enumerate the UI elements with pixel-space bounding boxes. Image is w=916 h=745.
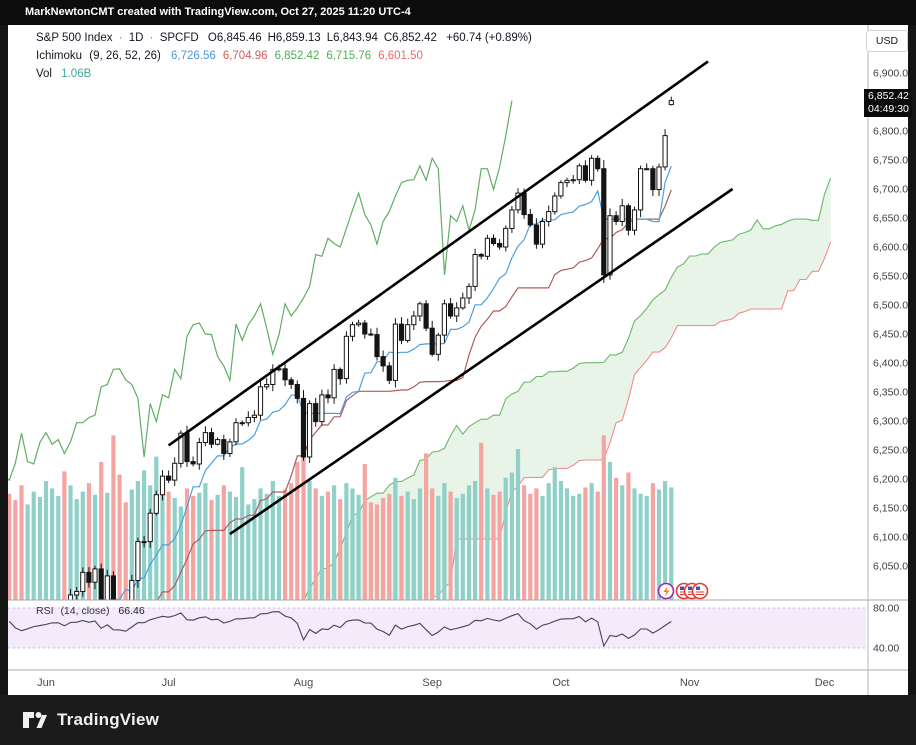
svg-text:Jul: Jul [162, 677, 176, 689]
ichimoku-params: (9, 26, 52, 26) [89, 50, 161, 62]
svg-text:Jun: Jun [37, 677, 55, 689]
svg-text:6,500.00: 6,500.00 [873, 300, 908, 312]
flag-event-icons[interactable] [675, 582, 709, 600]
svg-text:6,200.00: 6,200.00 [873, 474, 908, 486]
ohlc-item: L6,843.94 [326, 32, 378, 44]
ichimoku-value: 6,726.56 [171, 50, 216, 62]
svg-text:Nov: Nov [680, 677, 700, 689]
ichimoku-value: 6,704.96 [222, 50, 268, 62]
svg-text:6,300.00: 6,300.00 [873, 416, 908, 428]
ichimoku-value: 6,852.42 [274, 50, 320, 62]
svg-text:80.00: 80.00 [873, 603, 899, 615]
svg-text:Oct: Oct [552, 677, 569, 689]
ichimoku-value: 6,601.50 [378, 50, 423, 62]
lightning-event-icon[interactable] [657, 582, 675, 600]
svg-text:Sep: Sep [422, 677, 442, 689]
bar-countdown: 04:49:30 [868, 103, 909, 115]
chart-legend: S&P 500 Index · 1D · SPCFD O6,845.46 H6,8… [36, 29, 532, 83]
ohlc-item: O6,845.46 [207, 32, 262, 44]
volume-value: 1.06B [61, 68, 92, 80]
rsi-params: (14, close) [60, 605, 110, 617]
data-feed: SPCFD [159, 32, 199, 44]
svg-text:6,250.00: 6,250.00 [873, 445, 908, 457]
currency-toggle-button[interactable]: USD [866, 30, 908, 52]
volume-label: Vol [36, 68, 52, 80]
price-axis[interactable]: 6,900.00 6,800.00 6,750.00 6,700.00 6,650.00… [873, 68, 908, 655]
ichimoku-label: Ichimoku [36, 50, 83, 62]
rsi-label: RSI [36, 605, 54, 617]
svg-text:40.00: 40.00 [873, 643, 899, 655]
svg-text:6,900.00: 6,900.00 [873, 68, 908, 80]
candlesticks [67, 96, 674, 600]
volume-legend-row[interactable]: Vol 1.06B [36, 65, 532, 83]
ichimoku-value: 6,715.76 [326, 50, 372, 62]
ohlc-item: H6,859.13 [267, 32, 321, 44]
kijun-line [156, 189, 672, 600]
rsi-legend-row[interactable]: RSI (14, close) 66.46 [36, 605, 145, 617]
rsi-line [8, 611, 672, 648]
svg-text:6,700.00: 6,700.00 [873, 184, 908, 196]
price-pane[interactable] [8, 60, 832, 695]
ohlc-item: C6,852.42 [383, 32, 437, 44]
change-value: +60.74 (+0.89%) [446, 32, 532, 44]
symbol-name: S&P 500 Index [36, 32, 113, 44]
footer-bar: TradingView [0, 695, 916, 745]
svg-text:Aug: Aug [294, 677, 314, 689]
svg-text:6,050.00: 6,050.00 [873, 561, 908, 573]
ichimoku-cloud [304, 178, 831, 600]
rsi-value: 66.46 [118, 605, 145, 617]
tradingview-logo[interactable]: TradingView [22, 708, 159, 732]
timeframe[interactable]: 1D [128, 32, 144, 44]
tradingview-logo-icon [23, 712, 47, 728]
ichimoku-values: 6,726.56 6,704.96 6,852.42 6,715.76 6,601.50 [164, 50, 423, 62]
last-price-badge: 6,852.42 04:49:30 [864, 89, 912, 117]
volume-bars [8, 435, 674, 600]
senkou-span-a-line [303, 177, 832, 600]
svg-text:Dec: Dec [815, 677, 835, 689]
svg-text:6,350.00: 6,350.00 [873, 387, 908, 399]
channel-upper-trendline [167, 60, 709, 447]
svg-text:6,550.00: 6,550.00 [873, 271, 908, 283]
chikou-line [8, 100, 513, 482]
rsi-pane[interactable] [8, 607, 866, 649]
svg-text:6,800.00: 6,800.00 [873, 126, 908, 138]
chart-area[interactable]: 6,900.00 6,800.00 6,750.00 6,700.00 6,650.00… [8, 25, 912, 695]
senkou-span-b-line [429, 241, 832, 600]
main-chart-svg[interactable]: 6,900.00 6,800.00 6,750.00 6,700.00 6,650.00… [8, 25, 908, 695]
ohlc-values: O6,845.46 H6,859.13 L6,843.94 C6,852.42 [202, 32, 437, 44]
svg-text:6,400.00: 6,400.00 [873, 358, 908, 370]
snapshot-title-bar: MarkNewtonCMT created with TradingView.c… [0, 0, 916, 25]
svg-text:6,650.00: 6,650.00 [873, 213, 908, 225]
svg-text:6,450.00: 6,450.00 [873, 329, 908, 341]
svg-text:6,600.00: 6,600.00 [873, 242, 908, 254]
time-axis[interactable]: Jun Jul Aug Sep Oct Nov Dec [37, 677, 835, 689]
tradingview-wordmark: TradingView [57, 710, 160, 729]
channel-lower-trendline [229, 187, 734, 536]
snapshot-title-text: MarkNewtonCMT created with TradingView.c… [25, 6, 411, 18]
svg-text:6,100.00: 6,100.00 [873, 532, 908, 544]
svg-text:6,750.00: 6,750.00 [873, 155, 908, 167]
last-price-value: 6,852.42 [868, 90, 909, 102]
symbol-legend-row[interactable]: S&P 500 Index · 1D · SPCFD O6,845.46 H6,8… [36, 32, 532, 44]
svg-text:6,150.00: 6,150.00 [873, 503, 908, 515]
ichimoku-legend-row[interactable]: Ichimoku (9, 26, 52, 26) 6,726.56 6,704.9… [36, 47, 532, 65]
